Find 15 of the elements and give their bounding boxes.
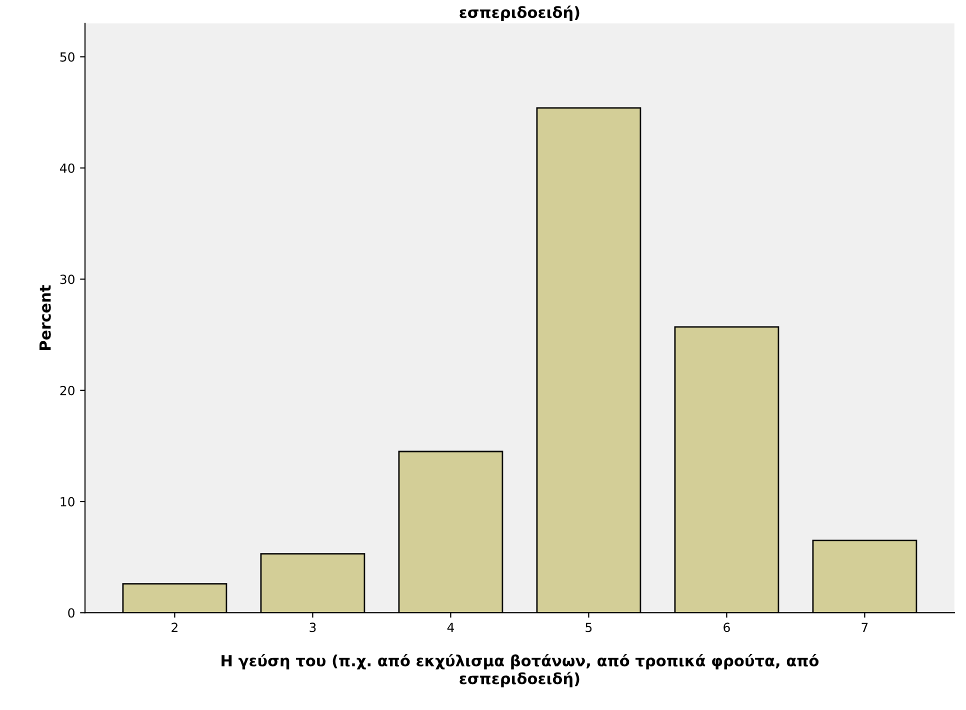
y-tick-label: 10 — [60, 497, 74, 506]
x-tick-label: 6 — [724, 622, 730, 632]
y-tick-label: 0 — [68, 608, 74, 618]
y-tick-label: 30 — [60, 274, 74, 284]
y-tick-label: 50 — [60, 52, 74, 62]
x-tick-label: 5 — [586, 622, 592, 632]
y-tick-label: 20 — [60, 386, 74, 396]
x-tick-label: 7 — [862, 622, 868, 632]
x-tick-label: 2 — [172, 622, 178, 632]
chart-title: εσπεριδοειδή) — [460, 6, 580, 22]
x-tick-label: 3 — [310, 622, 316, 632]
x-axis-title: Η γεύση του (π.χ. από εκχύλισμα βοτάνων, από τροπικά φρούτα, από εσπεριδοειδή) — [222, 654, 819, 688]
y-tick-label: 40 — [60, 163, 74, 173]
x-tick-label: 4 — [447, 622, 454, 632]
y-axis-title: Percent — [40, 285, 51, 350]
